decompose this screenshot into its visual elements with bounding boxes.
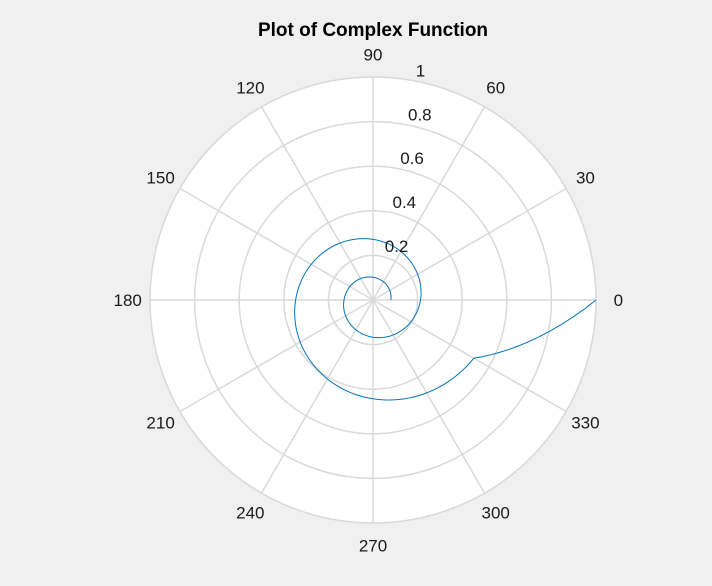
r-tick-label: 1	[416, 61, 425, 80]
theta-tick-label: 90	[364, 46, 383, 65]
polar-grid	[149, 76, 597, 524]
theta-grid-line-8	[260, 299, 374, 494]
theta-grid-line-1	[372, 187, 567, 301]
theta-grid-line-7	[179, 299, 374, 413]
theta-grid-line-10	[372, 299, 486, 494]
theta-tick-label: 30	[576, 168, 595, 187]
r-tick-label: 0.6	[400, 149, 424, 168]
theta-tick-label: 210	[146, 414, 174, 433]
theta-grid-line-2	[372, 106, 486, 301]
theta-tick-label: 240	[236, 503, 264, 522]
theta-tick-label: 330	[571, 414, 599, 433]
theta-tick-label: 300	[482, 503, 510, 522]
series-layer	[294, 238, 597, 401]
theta-grid-line-5	[179, 187, 374, 301]
theta-tick-label: 150	[146, 168, 174, 187]
theta-tick-label: 270	[359, 536, 387, 555]
theta-tick-label: 120	[236, 79, 264, 98]
series-line-0	[294, 238, 597, 401]
r-tick-label: 0.8	[408, 105, 432, 124]
tick-labels: 0 30 60 90 120 150 180 210 240 270 300 330 0.2 0.4 0.6…	[114, 46, 624, 556]
theta-tick-label: 60	[486, 79, 505, 98]
r-tick-label: 0.2	[385, 237, 409, 256]
theta-grid-line-11	[372, 299, 567, 413]
theta-tick-label: 180	[114, 291, 142, 310]
chart-title: Plot of Complex Function	[258, 20, 488, 41]
theta-tick-label: 0	[614, 291, 623, 310]
r-tick-label: 0.4	[393, 193, 417, 212]
theta-grid-line-4	[260, 106, 374, 301]
